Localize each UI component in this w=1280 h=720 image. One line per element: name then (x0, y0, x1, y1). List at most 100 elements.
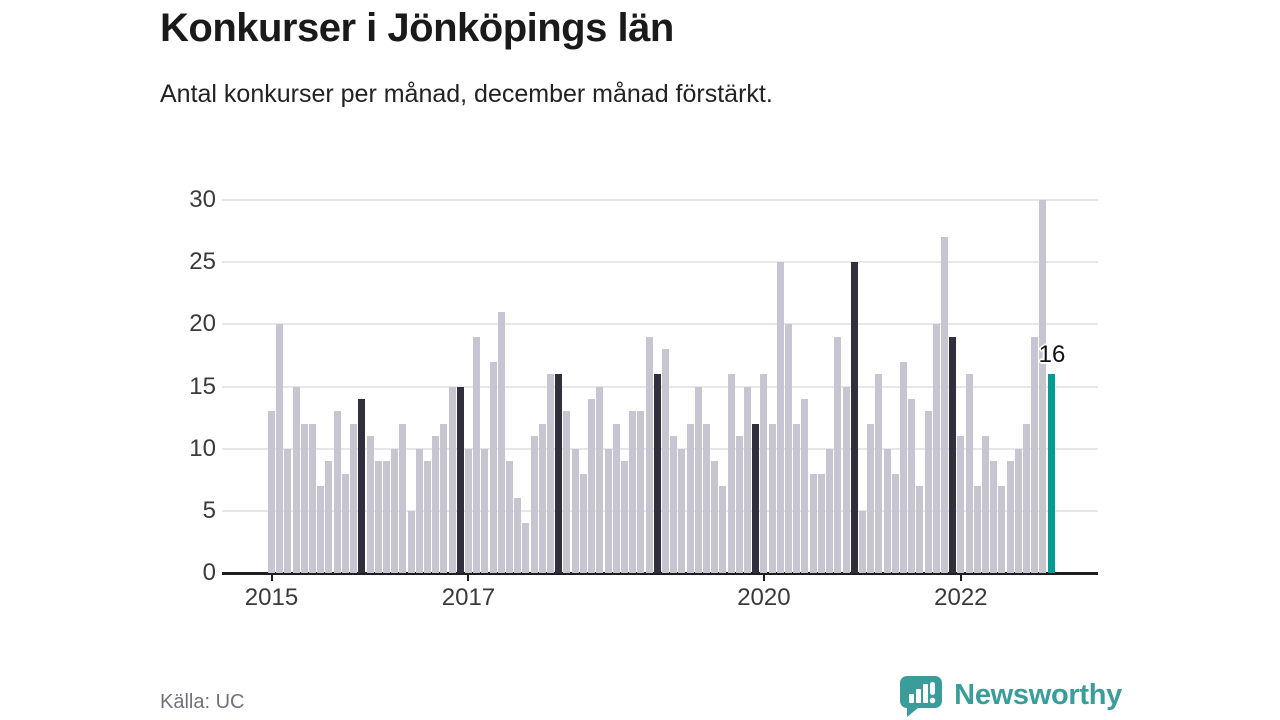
chart-subtitle: Antal konkurser per månad, december måna… (160, 80, 773, 108)
bar-2019-09 (727, 374, 735, 573)
x-axis-tick-label-2015: 2015 (244, 584, 299, 611)
bar-2022-05 (990, 461, 998, 573)
bar-2017-12-december (555, 374, 563, 573)
bar-2019-01 (661, 349, 669, 573)
newsworthy-wordmark: Newsworthy (954, 679, 1122, 711)
newsworthy-speech-bubble-chart-icon (898, 674, 944, 717)
bar-2020-02 (768, 423, 776, 573)
bar-2019-02 (670, 436, 678, 573)
bar-2022-09 (1023, 423, 1030, 573)
bar-2022-11 (1039, 200, 1047, 573)
bar-2022-10 (1031, 336, 1039, 573)
bar-2021-11 (940, 237, 948, 573)
bar-2016-01 (366, 436, 374, 573)
bar-2016-12-december (456, 386, 464, 573)
y-axis-tick-label: 25 (189, 248, 216, 276)
bar-2020-01 (760, 374, 768, 573)
y-axis-tick-label: 0 (202, 559, 216, 586)
bar-2018-07 (612, 423, 620, 573)
bar-2016-06 (407, 510, 415, 573)
bar-2018-05 (596, 386, 604, 573)
bar-2022-07 (1006, 461, 1014, 573)
x-axis-tick-mark-2022 (959, 574, 962, 581)
bar-2015-04 (292, 386, 300, 573)
bar-2017-07 (514, 498, 522, 573)
source-credit: Källa: UC (160, 691, 245, 713)
gridline-y-30 (222, 199, 1098, 201)
x-axis-tick-label-2017: 2017 (441, 584, 496, 611)
bar-2016-05 (399, 423, 407, 573)
bar-2020-05 (793, 423, 801, 573)
bar-2017-05 (497, 311, 505, 573)
bar-2015-08 (325, 461, 333, 573)
bar-2015-03 (284, 448, 292, 573)
bar-2019-06 (702, 423, 710, 573)
bar-2019-04 (686, 423, 694, 573)
bar-2016-08 (423, 461, 431, 573)
bar-2015-06 (309, 423, 316, 573)
x-axis-tick-label-2020: 2020 (737, 584, 791, 611)
bar-2019-08 (719, 486, 727, 573)
bar-2018-11 (645, 336, 653, 573)
bar-2021-05 (891, 473, 899, 573)
bar-2021-06 (899, 361, 907, 573)
bar-2020-06 (801, 398, 809, 573)
bar-2022-12-highlight (1047, 374, 1055, 573)
bar-2016-11 (448, 386, 456, 573)
bar-2015-09 (333, 411, 341, 573)
gridline-y-20 (222, 323, 1098, 326)
x-axis-tick-mark-2017 (467, 574, 470, 581)
bar-2019-12-december (752, 423, 760, 573)
bar-2022-06 (998, 486, 1006, 573)
bar-2016-10 (440, 423, 448, 573)
bar-2015-11 (350, 423, 358, 573)
bar-2017-04 (489, 361, 497, 573)
bar-2021-02 (867, 423, 875, 573)
bar-2017-09 (530, 436, 538, 573)
bar-2018-02 (571, 448, 579, 573)
bar-2018-06 (604, 448, 612, 573)
bar-2020-10 (834, 336, 842, 573)
bar-2021-12-december (949, 336, 957, 573)
bar-2016-04 (391, 448, 399, 573)
bar-2015-07 (317, 486, 325, 573)
bar-2020-11 (842, 386, 850, 573)
bar-2020-03 (776, 262, 784, 573)
bar-2020-04 (785, 324, 792, 573)
bar-2018-03 (579, 473, 587, 573)
highlight-value-label: 16 (1038, 341, 1066, 369)
bar-2021-07 (908, 398, 916, 573)
x-axis-tick-mark-2020 (762, 574, 765, 581)
newsworthy-logo: Newsworthy (898, 674, 1122, 717)
bar-2016-09 (432, 436, 440, 573)
bar-2019-05 (694, 386, 702, 573)
bar-2020-07 (809, 473, 817, 573)
bar-2018-08 (620, 461, 628, 573)
bar-2019-11 (744, 386, 751, 573)
bar-2017-01 (465, 448, 472, 573)
bar-2015-02 (276, 324, 284, 573)
bar-2018-01 (563, 411, 571, 573)
bar-2018-04 (588, 398, 596, 573)
y-axis-tick-label: 15 (189, 372, 216, 400)
bar-2019-10 (735, 436, 743, 573)
bar-2017-08 (522, 523, 530, 573)
y-axis-tick-label: 5 (202, 496, 216, 524)
bar-2017-06 (506, 461, 513, 573)
gridline-y-25 (222, 261, 1098, 264)
bar-2021-04 (883, 448, 891, 573)
bar-2017-10 (538, 423, 546, 573)
bar-2015-05 (300, 423, 308, 573)
x-axis-tick-label-2022: 2022 (934, 584, 988, 611)
bar-2022-01 (957, 436, 965, 573)
bar-2016-03 (382, 461, 390, 573)
bar-2021-09 (924, 411, 932, 573)
bar-2018-10 (637, 411, 645, 573)
bar-2022-03 (973, 486, 981, 573)
y-axis-tick-label: 10 (189, 434, 216, 462)
y-axis-tick-label: 20 (189, 310, 216, 338)
bar-2017-03 (481, 448, 489, 573)
bar-2021-08 (916, 486, 924, 573)
bar-2021-01 (858, 510, 866, 573)
